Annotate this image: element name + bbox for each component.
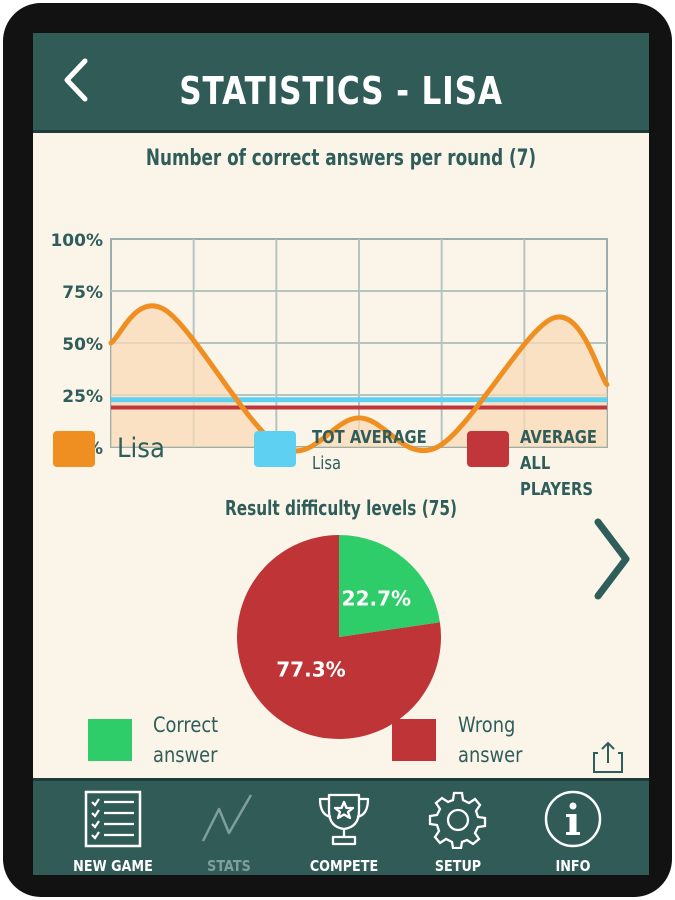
legend-label-tot-average-line1: TOT AVERAGE <box>312 427 427 448</box>
tab-label-compete: COMPETE <box>309 857 379 875</box>
legend-swatch-lisa <box>53 431 95 467</box>
series-area-lisa <box>111 305 607 452</box>
pie-label-correct: 22.7% <box>342 586 411 610</box>
legend-label-lisa: Lisa <box>117 433 165 464</box>
tab-info[interactable]: INFO <box>523 785 623 875</box>
legend-label-wrong-line1: Wrong <box>458 713 516 737</box>
tab-label-setup: SETUP <box>434 857 482 875</box>
pie-slice-correct <box>339 535 440 637</box>
checklist-icon <box>84 790 142 848</box>
tab-setup[interactable]: SETUP <box>408 785 508 875</box>
next-chart-button[interactable] <box>588 514 638 604</box>
y-tick-label: 50% <box>62 335 103 355</box>
y-tick-label: 75% <box>62 283 103 303</box>
pie-slice-wrong <box>237 535 441 739</box>
share-icon <box>593 741 623 773</box>
legend-label-correct-line1: Correct <box>153 713 219 737</box>
header-bar: STATISTICS - LISA <box>33 33 649 133</box>
back-button[interactable] <box>55 51 99 111</box>
back-chevron-icon <box>64 58 88 102</box>
chevron-right-icon <box>594 518 630 600</box>
legend-label-wrong-line2: answer <box>458 743 523 767</box>
y-tick-label: 25% <box>62 387 103 407</box>
legend-swatch-correct <box>88 719 132 761</box>
legend-label-wrong: Wrong answer <box>458 710 522 770</box>
legend-label-all-average-line1: AVERAGE <box>520 427 597 448</box>
line-chart-title: Number of correct answers per round (7) <box>145 146 537 171</box>
stats-line-icon <box>201 794 253 842</box>
tab-compete[interactable]: COMPETE <box>294 785 394 875</box>
info-icon <box>544 790 602 848</box>
legend-label-correct-line2: answer <box>153 743 218 767</box>
tab-label-new-game: NEW GAME <box>73 857 153 875</box>
page-title: STATISTICS - LISA <box>179 69 503 113</box>
bottom-tab-bar: NEW GAME STATS <box>33 778 649 875</box>
tab-stats[interactable]: STATS <box>179 785 279 875</box>
trophy-icon <box>318 793 370 846</box>
tab-label-info: INFO <box>555 857 591 875</box>
legend-swatch-wrong <box>392 719 436 761</box>
pie-label-wrong: 77.3% <box>276 657 345 681</box>
gear-icon <box>428 791 487 849</box>
pie-chart: 22.7% 77.3% <box>237 535 441 739</box>
tab-new-game[interactable]: NEW GAME <box>63 785 163 875</box>
legend-label-all-average-line2: ALL PLAYERS <box>520 453 594 500</box>
legend-swatch-average-all-players <box>467 431 509 467</box>
series-line-lisa <box>108 303 610 454</box>
y-axis-ticks: 100%75%50%25%0% <box>50 231 103 459</box>
device-frame: STATISTICS - LISA Number of correct answ… <box>3 3 672 897</box>
legend-label-average-all-players: AVERAGE ALL PLAYERS <box>520 425 626 503</box>
legend-label-tot-average-line2: Lisa <box>312 453 342 474</box>
line-chart: 100%75%50%25%0% <box>50 231 610 459</box>
app-screen: STATISTICS - LISA Number of correct answ… <box>33 33 649 875</box>
y-tick-label: 100% <box>50 231 103 251</box>
pie-chart-title: Result difficulty levels (75) <box>225 496 457 520</box>
legend-label-tot-average: TOT AVERAGE Lisa <box>312 425 427 477</box>
share-button[interactable] <box>591 739 625 775</box>
legend-label-correct: Correct answer <box>153 710 218 770</box>
tab-label-stats: STATS <box>207 857 251 875</box>
legend-swatch-tot-average <box>254 431 296 467</box>
